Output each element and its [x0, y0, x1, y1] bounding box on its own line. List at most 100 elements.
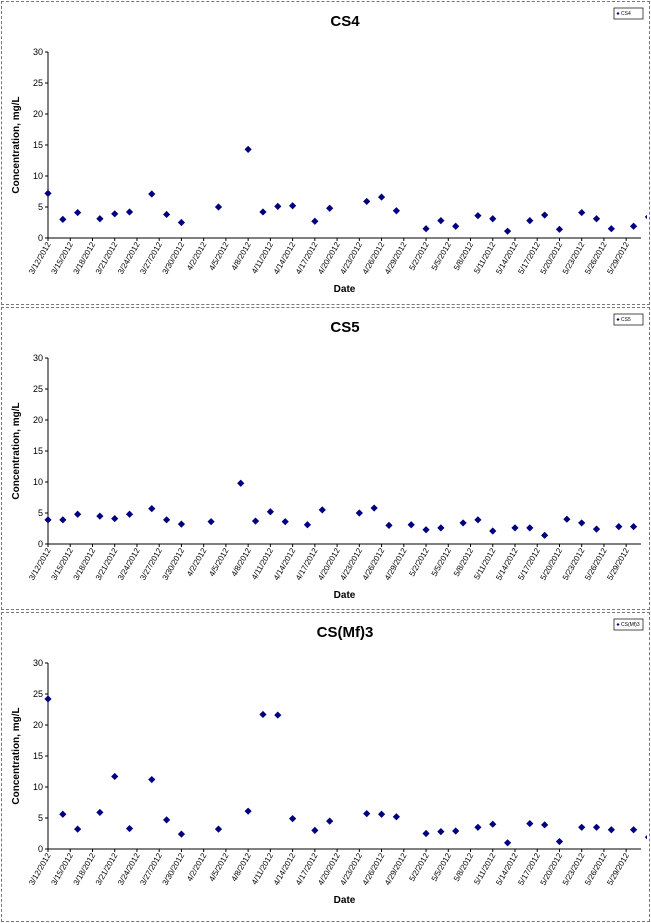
data-point — [96, 215, 104, 223]
data-point — [163, 816, 171, 824]
data-point — [489, 215, 497, 223]
data-points-group — [44, 479, 638, 539]
data-point — [474, 516, 482, 524]
x-tick-label: 4/2/2012 — [185, 546, 209, 578]
chart-title: CS(Mf)3 — [317, 624, 374, 641]
x-tick-label: 5/2/2012 — [407, 546, 431, 578]
data-point — [96, 808, 104, 817]
data-point — [422, 526, 430, 534]
y-tick-label: 30 — [33, 353, 43, 363]
data-point — [148, 505, 156, 513]
data-point — [148, 775, 156, 784]
y-tick-label: 25 — [33, 78, 43, 88]
y-tick-label: 30 — [33, 47, 43, 57]
data-point — [489, 820, 497, 828]
data-point — [511, 524, 519, 532]
chart-panel-cs4: CS4 0 5 10 15 20 25 30 Concentration, mg/L 3/12/2… — [0, 0, 651, 306]
x-tick-label: 4/5/2012 — [207, 240, 231, 272]
x-tick-label: 5/29/2012 — [605, 851, 631, 887]
data-point — [437, 217, 445, 225]
data-point — [326, 204, 334, 212]
data-point — [503, 227, 512, 235]
x-tick-label: 5/29/2012 — [605, 240, 631, 276]
data-point — [385, 521, 393, 529]
data-point — [422, 225, 430, 233]
data-point — [44, 189, 52, 197]
data-point — [355, 509, 363, 517]
x-tick-label: 4/29/2012 — [383, 546, 409, 582]
data-point — [370, 504, 378, 512]
data-point — [326, 817, 334, 825]
x-tick-label: 4/5/2012 — [207, 546, 231, 578]
x-tick-label: 4/8/2012 — [230, 851, 254, 883]
x-tick-label: 5/29/2012 — [605, 546, 631, 582]
data-point — [59, 516, 67, 524]
data-point — [111, 772, 119, 781]
data-point — [74, 510, 82, 518]
data-point — [392, 813, 400, 821]
y-axis-label: Concentration, mg/L — [11, 402, 22, 499]
y-tick-label: 5 — [38, 202, 43, 212]
data-point — [44, 695, 52, 703]
data-point — [274, 202, 282, 210]
x-axis-label: Date — [334, 895, 356, 906]
data-point — [437, 524, 445, 532]
data-point — [489, 527, 497, 535]
data-point — [259, 208, 267, 216]
data-point — [311, 826, 319, 834]
data-point — [59, 810, 67, 818]
y-tick-label: 15 — [33, 140, 43, 150]
data-point — [541, 211, 549, 219]
legend-marker — [616, 623, 620, 626]
chart-title: CS4 — [330, 13, 360, 30]
legend-box — [613, 313, 644, 326]
data-point — [74, 825, 82, 833]
data-point — [125, 510, 134, 518]
y-tick-label: 10 — [33, 171, 43, 181]
data-point — [289, 815, 297, 823]
data-point — [629, 826, 638, 834]
data-point — [526, 217, 534, 225]
data-point — [289, 202, 297, 210]
data-point — [526, 819, 534, 828]
data-point — [503, 839, 512, 847]
y-axis-label: Concentration, mg/L — [11, 707, 22, 804]
data-point — [607, 225, 615, 233]
y-tick-label: 20 — [33, 720, 43, 730]
data-point — [629, 523, 638, 531]
data-point — [125, 824, 134, 833]
y-tick-label: 0 — [38, 233, 43, 243]
data-point — [541, 531, 549, 539]
data-point — [177, 218, 186, 227]
data-point — [163, 516, 171, 524]
legend-label: CS4 — [621, 11, 631, 17]
data-points-group — [44, 695, 647, 847]
data-point — [59, 215, 67, 223]
y-tick-label: 25 — [33, 689, 43, 699]
data-point — [629, 222, 638, 230]
y-axis-label: Concentration, mg/L — [11, 96, 22, 193]
y-tick-label: 20 — [33, 415, 43, 425]
data-point — [259, 710, 267, 719]
data-point — [148, 190, 156, 198]
data-point — [644, 214, 647, 220]
data-point — [214, 203, 223, 211]
legend-label: CS5 — [621, 317, 631, 323]
data-point — [644, 835, 647, 840]
data-point — [266, 508, 274, 516]
legend-marker — [616, 12, 620, 15]
x-tick-label: 5/8/2012 — [452, 851, 476, 883]
x-tick-label: 4/8/2012 — [230, 546, 254, 578]
x-tick-label: 4/2/2012 — [185, 240, 209, 272]
y-tick-label: 25 — [33, 384, 43, 394]
chart-border — [1, 1, 650, 305]
data-point — [459, 519, 467, 527]
data-point — [392, 207, 400, 215]
data-point — [163, 210, 171, 219]
x-tick-label: 4/8/2012 — [230, 240, 254, 272]
chart-border — [1, 307, 650, 610]
data-point — [244, 807, 252, 815]
y-tick-label: 30 — [33, 658, 43, 668]
y-tick-label: 5 — [38, 508, 43, 518]
